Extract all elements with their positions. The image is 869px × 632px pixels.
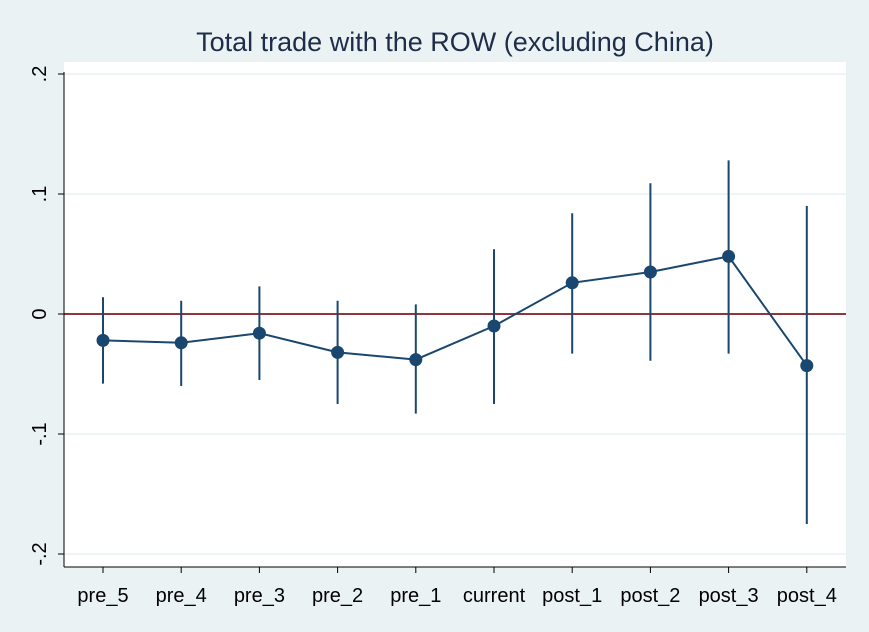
data-markers (96, 249, 814, 373)
series-line-group (102, 255, 808, 367)
y-tick-label-3: .1 (29, 186, 51, 203)
data-point-pre_1 (409, 353, 423, 367)
x-tick-label-3: pre_2 (312, 585, 363, 607)
x-tick-label-0: pre_5 (77, 585, 128, 607)
data-point-post_4 (800, 359, 814, 373)
y-tick-labels: -.2 -.1 0 .1 .2 (29, 66, 51, 566)
data-point-pre_3 (252, 326, 266, 340)
x-tick-label-6: post_1 (542, 585, 602, 607)
axes (58, 72, 846, 573)
data-point-post_2 (643, 265, 657, 279)
x-tick-label-1: pre_4 (156, 585, 207, 607)
data-point-pre_4 (174, 336, 188, 350)
y-tick-label-1: -.1 (29, 422, 51, 445)
x-tick-label-7: post_2 (620, 585, 680, 607)
x-tick-label-8: post_3 (699, 585, 759, 607)
series-line (102, 255, 808, 367)
chart-title: Total trade with the ROW (excluding Chin… (196, 27, 714, 57)
data-point-post_3 (722, 249, 736, 263)
x-tick-label-4: pre_1 (390, 585, 441, 607)
x-tick-label-5: current (463, 585, 526, 607)
x-tick-labels: pre_5 pre_4 pre_3 pre_2 pre_1 current post_1 po… (77, 585, 836, 607)
data-point-post_1 (565, 276, 579, 290)
data-point-pre_5 (96, 333, 110, 347)
grid-lines (64, 73, 846, 555)
data-point-current (487, 319, 501, 333)
data-point-pre_2 (331, 345, 345, 359)
x-tick-label-9: post_4 (777, 585, 837, 607)
x-tick-label-2: pre_3 (234, 585, 285, 607)
y-tick-label-0: -.2 (29, 542, 51, 565)
y-tick-label-4: .2 (29, 66, 51, 83)
y-tick-label-2: 0 (29, 308, 51, 319)
